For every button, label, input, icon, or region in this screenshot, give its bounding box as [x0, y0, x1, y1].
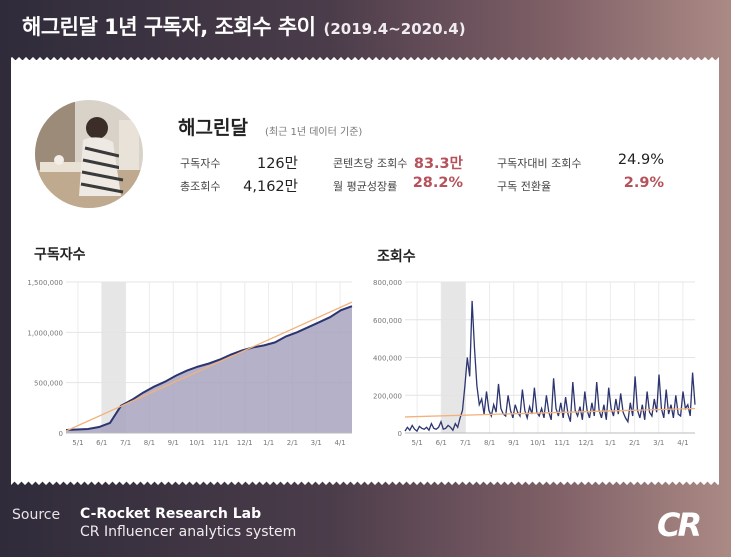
- conversion-label: 구독 전환율: [497, 180, 552, 193]
- header-title: 해그린달 1년 구독자, 조회수 추이 (2019.4~2020.4): [22, 15, 466, 39]
- x-tick-label: 7/1: [120, 439, 131, 447]
- header-period: (2019.4~2020.4): [323, 20, 466, 38]
- x-tick-label: 5/1: [411, 439, 422, 447]
- y-tick-label: 0: [59, 430, 63, 438]
- monthly-growth-value: 28.2%: [412, 175, 463, 191]
- view-ratio-label: 구독자대비 조회수: [497, 157, 582, 170]
- series-area: [66, 306, 352, 433]
- data-basis-note: (최근 1년 데이터 기준): [265, 127, 363, 138]
- footer-source-label: Source: [12, 507, 61, 523]
- views-per-content-label: 콘텐츠당 조회수: [333, 157, 408, 170]
- series-line: [404, 300, 696, 433]
- subscribers-label: 구독자수: [180, 157, 221, 170]
- card-bottom-edge: [11, 480, 719, 487]
- x-tick-label: 2/1: [629, 439, 640, 447]
- y-tick-label: 800,000: [373, 279, 402, 287]
- trend-line: [65, 301, 353, 432]
- subscribers-value: 126만: [256, 156, 298, 172]
- footer-lab-name: C-Rocket Research Lab: [80, 506, 262, 522]
- trend-line: [404, 407, 696, 418]
- y-tick-label: 600,000: [373, 317, 402, 325]
- x-tick-label: 2/1: [287, 439, 298, 447]
- x-tick-label: 10/1: [189, 439, 205, 447]
- x-tick-label: 8/1: [484, 439, 495, 447]
- views-per-content-value: 83.3만: [413, 156, 463, 172]
- x-tick-label: 1/1: [605, 439, 616, 447]
- x-tick-label: 10/1: [530, 439, 546, 447]
- conversion-value: 2.9%: [623, 175, 664, 191]
- x-tick-label: 9/1: [508, 439, 519, 447]
- y-tick-label: 400,000: [373, 355, 402, 363]
- subscribers-chart: 0 500,000 1,000,000 1,500,000 5/1 6/1 7/1 8/1 9/…: [27, 279, 353, 447]
- views-chart-title: 조회수: [377, 249, 416, 265]
- x-tick-label: 12/1: [237, 439, 253, 447]
- view-ratio-value: 24.9%: [617, 152, 664, 168]
- x-tick-label: 9/1: [168, 439, 179, 447]
- footer-system-name: CR Influencer analytics system: [80, 524, 297, 540]
- x-tick-label: 4/1: [677, 439, 688, 447]
- x-tick-label: 4/1: [334, 439, 345, 447]
- x-tick-label: 6/1: [96, 439, 107, 447]
- subscribers-chart-title: 구독자수: [34, 247, 86, 263]
- x-tick-label: 7/1: [460, 439, 471, 447]
- x-tick-label: 6/1: [436, 439, 447, 447]
- cr-logo: CR: [657, 506, 702, 544]
- x-tick-label: 3/1: [311, 439, 322, 447]
- channel-name: 해그린달: [178, 117, 248, 139]
- series-line: [65, 305, 353, 431]
- x-tick-label: 11/1: [213, 439, 229, 447]
- total-views-value: 4,162만: [243, 179, 298, 195]
- x-tick-label: 12/1: [578, 439, 594, 447]
- x-tick-label: 1/1: [263, 439, 274, 447]
- x-tick-label: 8/1: [144, 439, 155, 447]
- y-tick-label: 200,000: [373, 392, 402, 400]
- highlight-band: [101, 282, 126, 433]
- y-tick-label: 1,000,000: [27, 329, 63, 337]
- views-chart: 0 200,000 400,000 600,000 800,000 5/1 6/1 7/1 8/…: [373, 279, 696, 447]
- x-tick-label: 5/1: [72, 439, 83, 447]
- y-tick-label: 0: [398, 430, 402, 438]
- y-tick-label: 1,500,000: [27, 279, 63, 287]
- monthly-growth-label: 월 평균성장률: [333, 180, 398, 193]
- channel-avatar: [35, 100, 143, 208]
- x-tick-label: 3/1: [653, 439, 664, 447]
- x-tick-label: 11/1: [554, 439, 570, 447]
- total-views-label: 총조회수: [180, 180, 221, 193]
- y-tick-label: 500,000: [34, 380, 63, 388]
